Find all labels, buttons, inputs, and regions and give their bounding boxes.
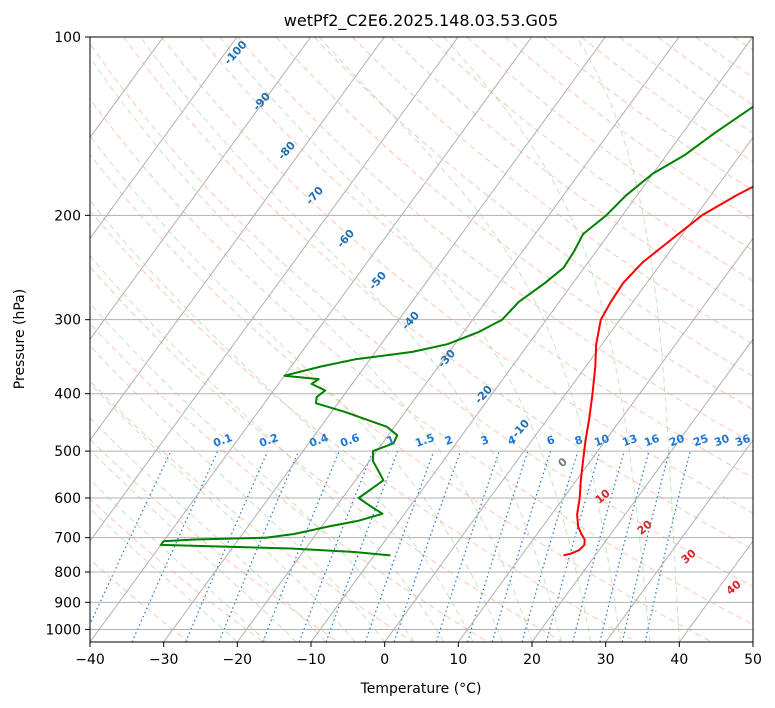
- x-tick-label: 50: [744, 652, 762, 668]
- mixing-ratio-line: [262, 450, 340, 642]
- moist-adiabat: [90, 507, 238, 642]
- moist-adiabat: [319, 37, 621, 642]
- dry-adiabat: [275, 37, 753, 411]
- y-tick-label: 900: [54, 595, 81, 611]
- dry-adiabat: [90, 322, 488, 642]
- x-tick-label: 20: [523, 652, 541, 668]
- mixing-ratio-line: [435, 450, 500, 642]
- moist-adiabat: [90, 199, 474, 642]
- x-tick-label: 10: [449, 652, 467, 668]
- y-tick-label: 300: [54, 313, 81, 329]
- moist-adiabat: [90, 417, 327, 642]
- moist-adiabat: [90, 134, 503, 642]
- mixing-ratio-line: [545, 450, 601, 642]
- moist-adiabat: [90, 255, 445, 642]
- dry-adiabat: [161, 37, 753, 514]
- y-tick-label: 200: [54, 208, 81, 224]
- y-tick-label: 400: [54, 387, 81, 403]
- mixing-ratio-label: 0.6: [338, 431, 361, 450]
- mixing-ratio-label: 16: [642, 432, 661, 450]
- y-tick-label: 800: [54, 565, 81, 581]
- mixing-ratio-label: 0.4: [307, 431, 330, 450]
- mixing-ratio-label: 1.5: [413, 431, 436, 450]
- dewpoint-line: [159, 105, 753, 557]
- moist-adiabat: [139, 37, 562, 642]
- mixing-ratio-label: 36: [733, 432, 752, 450]
- isotherm: [310, 37, 753, 642]
- moist-adiabat: [90, 302, 415, 642]
- mixing-ratio-line: [393, 450, 462, 642]
- moist-adiabat: [90, 382, 356, 642]
- mixing-ratio-label: 3: [479, 433, 491, 448]
- mixing-ratio-label: 6: [545, 433, 557, 448]
- x-tick-label: 30: [597, 652, 615, 668]
- isotherm: [90, 37, 385, 442]
- moist-adiabat: [90, 449, 297, 642]
- moist-adiabat: [90, 345, 386, 642]
- mixing-ratio-line: [90, 450, 172, 626]
- mixing-ratio-label: 2: [443, 433, 455, 448]
- isotherm: [457, 237, 753, 642]
- dry-adiabat: [90, 153, 712, 642]
- x-tick-label: −30: [149, 652, 179, 668]
- y-tick-label: 100: [54, 30, 81, 46]
- temperature-line: [563, 185, 753, 557]
- mixing-ratio-label: 1: [385, 433, 397, 448]
- moist-adiabat: [90, 479, 268, 642]
- mixing-ratio-label: 20: [667, 432, 686, 450]
- isotherm: [605, 439, 753, 642]
- profile-lines: [159, 105, 753, 557]
- mixing-ratio-label: 30: [712, 432, 731, 450]
- x-tick-label: 40: [670, 652, 688, 668]
- mixing-ratio-label: 25: [691, 432, 710, 449]
- isotherm: [90, 37, 459, 542]
- mixing-ratio-label: 13: [620, 432, 639, 449]
- dry-adiabat: [90, 209, 638, 642]
- isotherm: [752, 641, 753, 642]
- y-tick-label: 700: [54, 531, 81, 547]
- moist-adiabat: [443, 37, 651, 642]
- mixing-ratio-line: [521, 450, 579, 642]
- y-tick-label: 600: [54, 491, 81, 507]
- isotherm: [90, 37, 238, 240]
- y-axis-label: Pressure (hPa): [12, 289, 28, 389]
- x-tick-label: 0: [380, 652, 389, 668]
- x-tick-label: −40: [75, 652, 105, 668]
- axes: −40 −30 −20 −10 0 10 20 30 40 5010020030040050060…: [45, 30, 762, 668]
- mixing-ratio-line: [466, 450, 529, 642]
- plot-frame: [89, 36, 754, 643]
- y-tick-label: 1000: [45, 622, 81, 638]
- mixing-ratio-label: 4: [506, 433, 518, 448]
- moist-adiabat: [219, 37, 592, 642]
- chart-title: wetPf2_C2E6.2025.148.03.53.G05: [284, 11, 558, 31]
- x-tick-label: −20: [223, 652, 253, 668]
- isotherm: [163, 37, 606, 642]
- mixing-ratio-line: [298, 450, 374, 642]
- dry-adiabat: [199, 37, 753, 479]
- mixing-ratio-label: 0.1: [211, 431, 234, 450]
- plot-background: [90, 37, 753, 642]
- x-axis-label: Temperature (°C): [360, 681, 482, 697]
- dry-adiabat: [90, 265, 563, 642]
- isotherm: [90, 37, 312, 341]
- mixing-ratio-label: 8: [573, 433, 585, 448]
- dry-adiabat: [90, 98, 753, 626]
- y-tick-label: 500: [54, 444, 81, 460]
- x-tick-label: −10: [296, 652, 326, 668]
- moist-adiabat: [90, 56, 533, 642]
- moist-adiabat: [576, 37, 680, 642]
- mixing-ratio-label: 10: [592, 432, 611, 450]
- dry-adiabat: [237, 37, 753, 444]
- mixing-ratio-label: 0.2: [257, 431, 280, 450]
